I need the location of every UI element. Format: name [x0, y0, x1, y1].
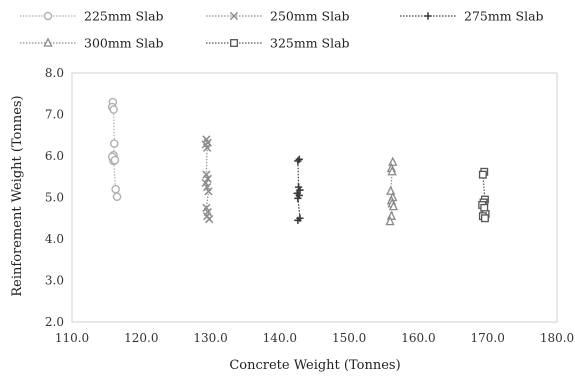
data-point — [202, 143, 212, 152]
x-tick-label: 150.0 — [332, 331, 366, 345]
data-point — [110, 155, 120, 165]
series-layer — [107, 97, 490, 226]
legend-label: 225mm Slab — [84, 9, 164, 24]
x-tick-label: 140.0 — [263, 331, 297, 345]
y-tick-label: 7.0 — [45, 108, 64, 122]
series-1 — [107, 97, 122, 201]
data-point — [111, 184, 120, 194]
data-point — [109, 139, 119, 148]
y-tick-label: 4.0 — [45, 232, 64, 246]
x-tick-label: 130.0 — [193, 331, 227, 345]
x-axis-title: Concrete Weight (Tonnes) — [229, 358, 400, 373]
plot-area — [71, 72, 558, 323]
data-point — [478, 170, 487, 179]
data-point — [385, 215, 395, 226]
legend: 225mm Slab 250mm Slab 275mm Slab 300mm Slab… — [20, 9, 544, 51]
legend-label: 325mm Slab — [270, 36, 350, 51]
legend-marker — [229, 11, 239, 21]
x-tick-label: 110.0 — [55, 331, 89, 345]
series-2 — [201, 135, 214, 224]
legend-label: 250mm Slab — [270, 9, 350, 24]
legend-item: 250mm Slab — [206, 9, 350, 24]
legend-item: 225mm Slab — [20, 9, 164, 24]
x-tick-label: 120.0 — [124, 331, 158, 345]
y-axis-title: Reinforement Weight (Tonnes) — [10, 95, 25, 296]
data-point — [294, 216, 302, 224]
series-4 — [385, 156, 399, 226]
x-tick-label: 170.0 — [471, 331, 505, 345]
legend-marker — [43, 37, 53, 47]
data-point — [387, 166, 397, 176]
x-tick-label: 160.0 — [401, 331, 435, 345]
legend-label: 275mm Slab — [464, 9, 544, 24]
y-tick-label: 2.0 — [45, 315, 64, 329]
data-point — [388, 200, 399, 211]
x-axis-ticks: 110.0 120.0 130.0 140.0 150.0 160.0 170.0 180.0 — [55, 331, 574, 345]
data-point — [294, 194, 302, 202]
legend-item: 275mm Slab — [400, 9, 544, 24]
legend-marker — [424, 12, 432, 20]
data-point — [204, 187, 213, 196]
y-axis-ticks: 2.0 3.0 4.0 5.0 6.0 7.0 8.0 — [45, 66, 64, 329]
legend-item: 300mm Slab — [20, 36, 164, 51]
data-point — [388, 156, 398, 166]
series-line — [296, 158, 301, 221]
legend-marker — [43, 11, 53, 21]
series-5 — [478, 167, 490, 223]
legend-item: 325mm Slab — [206, 36, 350, 51]
data-point — [205, 214, 214, 224]
legend-label: 300mm Slab — [84, 36, 164, 51]
legend-marker — [230, 39, 238, 47]
data-point — [480, 214, 489, 223]
data-point — [109, 105, 118, 114]
data-point — [112, 192, 122, 201]
x-tick-label: 180.0 — [540, 331, 574, 345]
data-point — [203, 174, 212, 183]
y-tick-label: 3.0 — [45, 274, 64, 288]
data-point — [294, 157, 302, 165]
series-3 — [293, 155, 304, 224]
y-tick-label: 6.0 — [45, 149, 64, 163]
y-tick-label: 5.0 — [45, 191, 64, 205]
y-tick-label: 8.0 — [45, 66, 64, 80]
